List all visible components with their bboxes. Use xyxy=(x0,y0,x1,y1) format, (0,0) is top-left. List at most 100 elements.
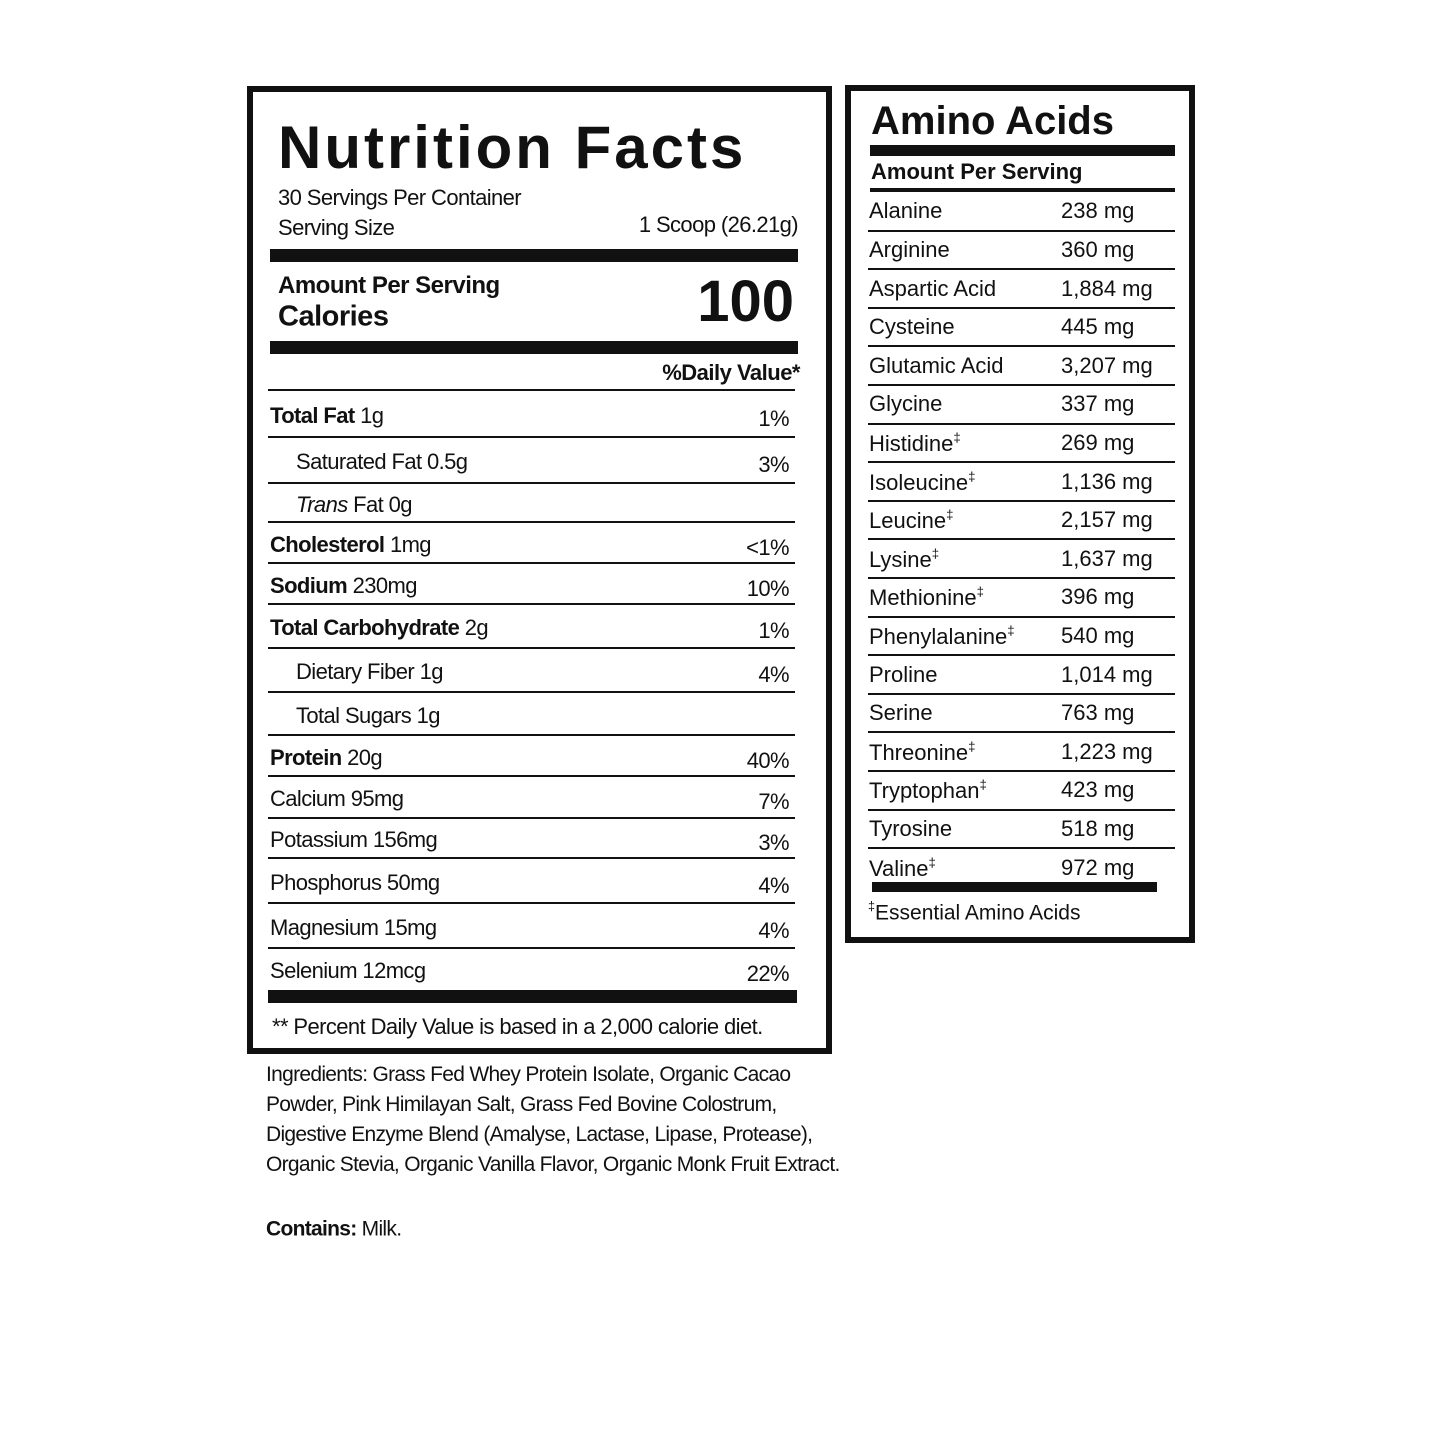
amino-name-text: Alanine xyxy=(869,198,943,224)
rule xyxy=(868,345,1175,348)
nutrient-label: Calcium 95mg xyxy=(270,788,404,810)
nutrient-label: Total Carbohydrate 2g xyxy=(270,615,489,640)
nutrient-label: Selenium 12mcg xyxy=(270,958,426,983)
amino-box xyxy=(845,85,1195,943)
rule xyxy=(268,775,795,777)
amino-name: Glutamic Acid xyxy=(869,352,1004,378)
amino-name-text: Aspartic Acid xyxy=(869,275,997,301)
amino-name-text: Proline xyxy=(869,661,938,687)
amino-amount: 423 mg xyxy=(1061,777,1135,803)
amino-amount-per-serving: Amount Per Serving xyxy=(871,159,1083,184)
nutrient-label: Saturated Fat 0.5g xyxy=(296,449,468,474)
essential-mark: ‡ xyxy=(928,854,936,870)
amino-name-text: Glutamic Acid xyxy=(869,352,1004,378)
rule xyxy=(868,731,1175,734)
thick-rule xyxy=(270,249,798,262)
amino-amount: 1,884 mg xyxy=(1061,275,1153,301)
rule xyxy=(868,306,1175,309)
essential-mark: ‡ xyxy=(979,777,987,793)
amino-name: Alanine xyxy=(869,200,942,222)
nutrient-text: Potassium 156mg xyxy=(270,827,438,852)
essential-mark: ‡ xyxy=(976,584,984,600)
amino-amount: 1,223 mg xyxy=(1061,738,1153,764)
nutrient-label: Trans Fat 0g xyxy=(296,491,413,517)
amino-name-text: Threonine xyxy=(869,739,969,765)
amino-name: Histidine‡ xyxy=(869,431,961,455)
essential-mark: ‡ xyxy=(1007,622,1015,638)
amino-name: Aspartic Acid xyxy=(869,275,997,301)
amino-name: Proline xyxy=(869,661,938,687)
amino-name-text: Methionine xyxy=(869,585,977,611)
amino-name: Tyrosine xyxy=(869,817,952,840)
rule xyxy=(868,847,1175,850)
daily-value: 1% xyxy=(758,618,789,643)
amino-name: Valine‡ xyxy=(869,855,936,879)
nutrient-text: Phosphorus 50mg xyxy=(270,869,440,895)
amino-name-text: Arginine xyxy=(869,236,950,262)
daily-value-footnote: ** Percent Daily Value is based in a 2,0… xyxy=(272,1014,763,1039)
rule xyxy=(268,482,795,484)
amino-amount: 1,014 mg xyxy=(1061,661,1153,687)
daily-value: 7% xyxy=(758,789,789,814)
nutrient-text: Fat 0g xyxy=(353,491,412,517)
daily-value: 4% xyxy=(758,662,789,687)
amino-name: Threonine‡ xyxy=(869,738,976,765)
amino-amount: 1,136 mg xyxy=(1061,468,1153,494)
nutrient-text: Magnesium 15mg xyxy=(270,914,437,940)
contains-text: Milk. xyxy=(361,1217,402,1241)
amino-name-text: Phenylalanine xyxy=(869,624,1008,650)
amino-amount: 337 mg xyxy=(1061,391,1135,417)
amino-name: Arginine xyxy=(869,236,950,262)
nutrient-text: Saturated Fat 0.5g xyxy=(296,449,468,474)
rule xyxy=(870,188,1175,192)
rule xyxy=(268,947,795,949)
rule xyxy=(268,603,795,605)
rule xyxy=(268,562,795,564)
amino-name-text: Glycine xyxy=(869,391,943,417)
rule xyxy=(868,461,1175,464)
amino-name-text: Histidine xyxy=(869,431,954,457)
amino-amount: 396 mg xyxy=(1061,584,1135,610)
nutrient-text: Cholesterol xyxy=(270,531,385,557)
rule xyxy=(268,857,795,859)
amount-per-serving: Amount Per Serving xyxy=(278,272,500,299)
nutrition-box xyxy=(247,86,832,1054)
serving-size-value: 1 Scoop (26.21g) xyxy=(638,212,799,237)
rule xyxy=(868,808,1175,811)
rule xyxy=(868,499,1175,502)
rule xyxy=(268,902,795,904)
nutrient-text: 2g xyxy=(464,615,489,640)
amino-name: Serine xyxy=(869,702,933,724)
nutrient-text: Trans xyxy=(296,491,348,517)
rule xyxy=(268,521,795,523)
amino-name: Methionine‡ xyxy=(869,585,984,609)
rule xyxy=(868,692,1175,695)
rule xyxy=(268,691,795,693)
amino-name-text: Lysine xyxy=(869,546,932,572)
amino-name: Tryptophan‡ xyxy=(869,778,987,802)
contains-label: Contains: xyxy=(266,1217,357,1241)
rule xyxy=(268,389,795,391)
nutrient-label: Phosphorus 50mg xyxy=(270,869,440,895)
amino-name: Leucine‡ xyxy=(869,508,953,532)
nutrition-title: Nutrition Facts xyxy=(278,114,747,181)
nutrient-text: 1mg xyxy=(389,531,432,557)
nutrient-text: Selenium 12mcg xyxy=(270,958,426,983)
nutrient-text: 1g xyxy=(360,402,384,428)
amino-name-text: Leucine xyxy=(869,508,947,534)
amino-name: Phenylalanine‡ xyxy=(869,624,1015,648)
amino-name-text: Isoleucine xyxy=(869,469,969,495)
nutrient-label: Cholesterol 1mg xyxy=(270,531,432,557)
essential-mark: ‡ xyxy=(968,738,976,754)
amino-amount: 763 mg xyxy=(1061,700,1135,726)
amino-name-text: Cysteine xyxy=(869,314,955,340)
rule xyxy=(868,384,1175,386)
rule xyxy=(268,436,795,438)
nutrient-text: Total Fat xyxy=(270,402,355,428)
nutrient-label: Sodium 230mg xyxy=(270,574,417,597)
rule xyxy=(868,229,1175,232)
amino-amount: 238 mg xyxy=(1061,198,1135,224)
amino-title: Amino Acids xyxy=(871,99,1114,143)
amino-name-text: Valine xyxy=(869,855,929,881)
amino-name: Isoleucine‡ xyxy=(869,469,975,493)
